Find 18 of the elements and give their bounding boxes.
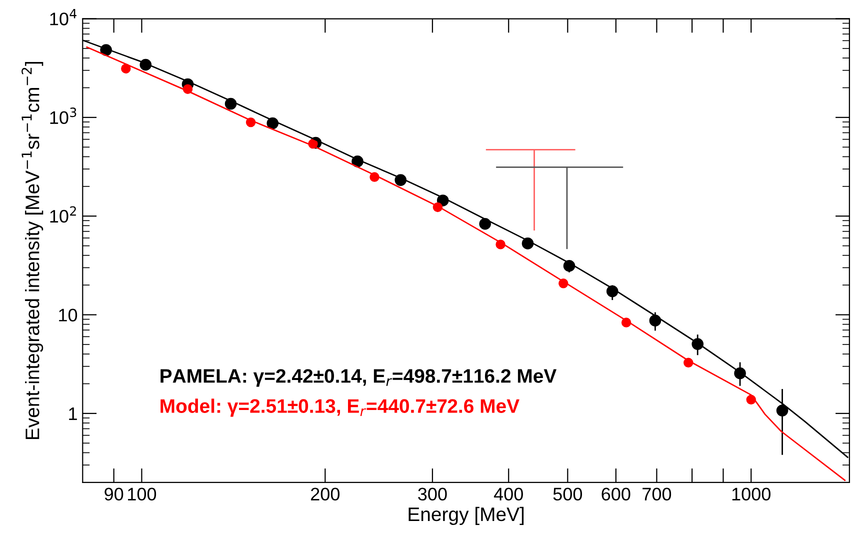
x-tick-label: 200 [311, 488, 340, 501]
annotation: Model: γ=2.51±0.13, E$_{r}$=440.7±72.6 MeV [160, 398, 520, 417]
x-tick-label: 400 [494, 488, 523, 501]
y-axis-title: Event-integrated intensity [MeV$^{−1}$sr$^{−1}$cm$^{−2}$] [22, 62, 44, 440]
y-tick-label: 10$^{3}$ [50, 108, 76, 124]
x-tick-label: 500 [553, 488, 582, 501]
y-tick-label: 10 [59, 308, 78, 322]
x-tick-label: 700 [642, 488, 672, 501]
x-tick-label: 90 [104, 488, 124, 501]
y-tick-label: 10$^{2}$ [50, 206, 76, 223]
x-tick-label: 1000 [732, 488, 770, 501]
annotation: PAMELA: γ=2.42±0.14, E$_{r}$=498.7±116.2 MeV [160, 369, 557, 387]
x-tick-label: 300 [418, 488, 447, 501]
y-tick-label: 10$^{4}$ [50, 9, 76, 26]
x-tick-label: 100 [128, 488, 156, 501]
x-axis-title: Energy [MeV] [408, 506, 524, 525]
y-tick-label: 1 [69, 408, 77, 420]
x-tick-label: 600 [602, 488, 630, 501]
